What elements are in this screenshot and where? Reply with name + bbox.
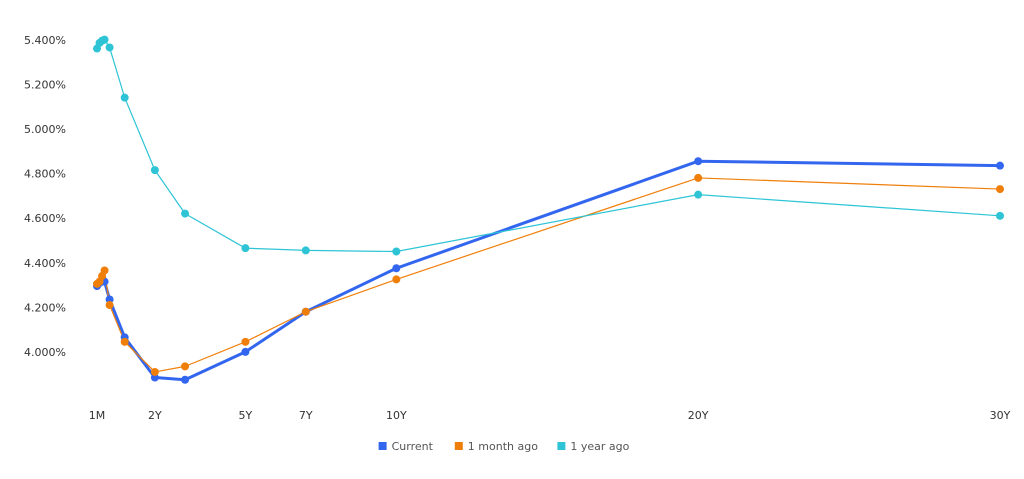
data-point	[181, 375, 190, 384]
series-line	[96, 177, 1001, 373]
y-tick-label: 4.000%	[24, 346, 66, 359]
data-point	[150, 367, 159, 376]
y-tick-label: 5.200%	[24, 78, 66, 91]
y-tick-label: 5.400%	[24, 34, 66, 47]
legend-swatch	[557, 442, 566, 450]
data-point	[996, 211, 1004, 220]
data-point	[301, 307, 310, 316]
series-line	[96, 39, 1001, 253]
legend-label: Current	[392, 440, 434, 453]
x-tick-label: 5Y	[239, 409, 253, 422]
y-tick-label: 5.000%	[24, 123, 66, 136]
x-tick-label: 1M	[89, 409, 106, 422]
data-point	[105, 301, 114, 310]
y-tick-label: 4.600%	[24, 212, 66, 225]
data-point	[100, 266, 109, 275]
data-point	[241, 244, 250, 253]
y-tick-label: 4.200%	[24, 301, 66, 314]
data-point	[392, 275, 401, 284]
legend-swatch	[378, 442, 387, 450]
data-point	[181, 209, 190, 218]
legend-label: 1 month ago	[468, 440, 538, 453]
x-tick-label: 10Y	[386, 409, 407, 422]
data-point	[996, 161, 1004, 170]
x-tick-label: 7Y	[299, 409, 313, 422]
data-point	[241, 337, 250, 346]
data-point	[392, 264, 401, 273]
data-point	[150, 166, 159, 175]
data-point	[241, 347, 250, 356]
x-tick-label: 30Y	[990, 409, 1011, 422]
data-point	[150, 373, 159, 382]
data-point	[120, 337, 129, 346]
data-point	[105, 295, 114, 304]
data-point	[301, 246, 310, 255]
data-point	[996, 185, 1004, 194]
data-point	[105, 43, 114, 52]
data-point	[694, 173, 703, 182]
data-point	[181, 362, 190, 371]
data-point	[100, 35, 109, 44]
x-tick-label: 20Y	[688, 409, 709, 422]
y-tick-label: 4.800%	[24, 168, 66, 181]
legend-label: 1 year ago	[570, 440, 629, 453]
y-tick-label: 4.400%	[24, 257, 66, 270]
legend-swatch	[454, 442, 463, 450]
x-tick-label: 2Y	[148, 409, 162, 422]
data-point	[694, 190, 703, 199]
data-point	[694, 157, 703, 166]
data-point	[392, 247, 401, 256]
data-point	[120, 93, 129, 102]
